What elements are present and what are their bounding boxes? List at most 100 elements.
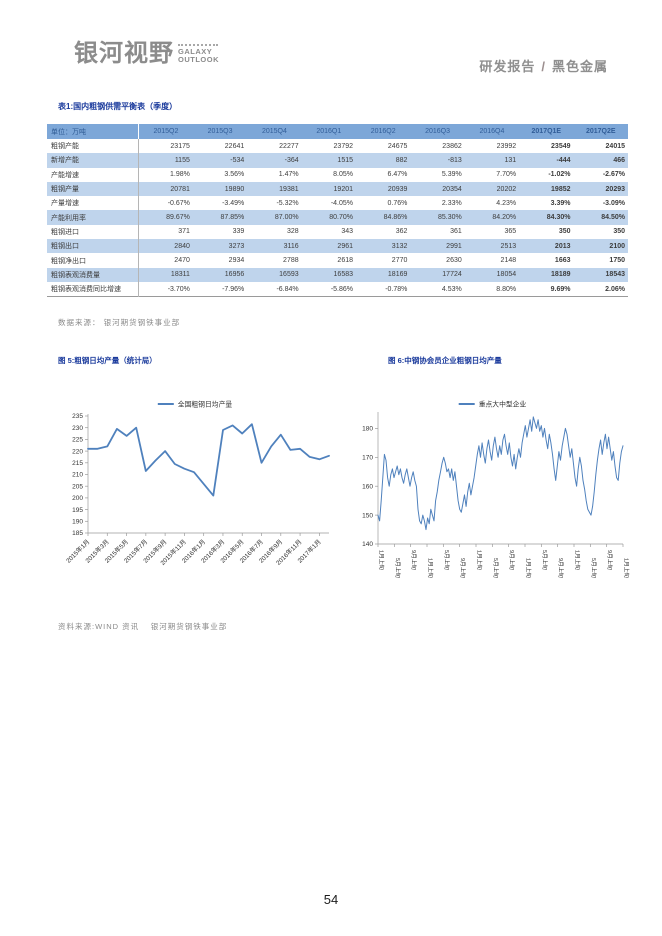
table-cell: 2013	[519, 239, 574, 254]
table-cell: 84.86%	[356, 210, 411, 225]
svg-text:1月上旬: 1月上旬	[525, 558, 533, 578]
table-cell: 23862	[442, 142, 462, 150]
svg-text:5月上旬: 5月上旬	[492, 558, 500, 578]
table-row-label: 产能利用率	[47, 210, 139, 225]
svg-text:1月上旬: 1月上旬	[378, 550, 386, 570]
report-section-label: 黑色金属	[551, 59, 608, 74]
svg-text:1月上旬: 1月上旬	[623, 558, 631, 578]
table-cell: 5.39%	[441, 171, 462, 179]
svg-text:215: 215	[72, 460, 83, 467]
table-cell: -5.86%	[330, 285, 353, 293]
table-cell: 371	[178, 228, 190, 236]
table-cell: 18189	[519, 267, 574, 282]
table-unit-header: 单位：万吨	[47, 124, 139, 139]
svg-text:1月上旬: 1月上旬	[427, 558, 435, 578]
logo-english-line1: GALAXY	[178, 46, 213, 56]
table-cell: -534	[192, 153, 248, 168]
table-cell: 24675	[387, 142, 408, 150]
logo-english-block: GALAXY OUTLOOK	[178, 43, 219, 65]
svg-text:9月上旬: 9月上旬	[459, 558, 467, 578]
table-cell: 8.05%	[333, 171, 353, 179]
table-cell: 19890	[192, 181, 248, 197]
svg-text:全国粗钢日均产量: 全国粗钢日均产量	[178, 400, 233, 409]
table-row-label: 粗钢进口	[47, 224, 139, 240]
svg-text:225: 225	[72, 437, 83, 444]
svg-text:1月上旬: 1月上旬	[574, 550, 582, 570]
table-cell: 0.76%	[387, 199, 408, 207]
svg-text:9月上旬: 9月上旬	[508, 550, 516, 570]
table-row-label: 粗钢表观消费同比增速	[47, 281, 139, 297]
table-cell: 361	[450, 228, 462, 236]
table-cell: 17724	[410, 267, 465, 282]
svg-text:205: 205	[72, 483, 83, 490]
table-row: 粗钢表观消费量 18311 16956 16593 16583 18169 17724 180…	[47, 267, 628, 282]
table-cell: 2618	[337, 257, 353, 265]
table-cell: 4.53%	[441, 285, 462, 293]
table-cell: 16956	[192, 267, 248, 282]
table-cell: 20202	[464, 181, 520, 197]
table-cell: 3.39%	[550, 199, 571, 207]
table-cell: 3.56%	[224, 171, 245, 179]
table-cell: -0.78%	[385, 285, 408, 293]
table-cell: -813	[410, 153, 465, 168]
table-column-header: 2016Q3	[410, 124, 465, 139]
logo-chinese-text: 银河视野	[74, 40, 174, 67]
table-row-label: 产能增速	[47, 167, 139, 182]
crude-steel-daily-output-chart: 1851901952002052102152202252302352015年1月…	[64, 400, 330, 567]
table-row: 产能增速 1.98% 3.56% 1.47% 8.05% 6.47% 5.39% 7.70% -…	[47, 167, 628, 182]
table-cell: -6.84%	[276, 285, 299, 293]
table-cell: 18169	[356, 267, 411, 282]
svg-text:180: 180	[362, 426, 373, 433]
table-cell: 2840	[138, 239, 193, 254]
table-cell: 365	[504, 228, 517, 236]
table-cell: 16593	[247, 267, 302, 282]
table-cell: 20354	[410, 181, 465, 197]
table-cell: 882	[356, 153, 411, 168]
table-row: 粗钢产量 20781 19890 19381 19201 20939 20354 20202 1…	[47, 181, 628, 197]
table-cell: 4.23%	[496, 199, 517, 207]
table-cell: 328	[286, 228, 299, 236]
table-cell: 2991	[410, 239, 465, 254]
table-cell: 2100	[573, 239, 628, 254]
table-cell: 2630	[446, 257, 462, 265]
svg-text:150: 150	[362, 512, 373, 519]
table-cell: 20781	[138, 181, 193, 197]
table-cell: 19201	[301, 181, 356, 197]
table-cell: 20939	[356, 181, 411, 197]
table-cell: 2513	[464, 239, 520, 254]
table-cell: 339	[232, 228, 245, 236]
svg-text:9月上旬: 9月上旬	[606, 550, 614, 570]
table-cell: 1515	[301, 153, 356, 168]
table-cell: 23992	[496, 142, 517, 150]
report-category-header: 研发报告 / 黑色金属	[479, 56, 608, 75]
table-cell: 131	[464, 153, 520, 168]
table-cell: 8.80%	[496, 285, 517, 293]
svg-text:9月上旬: 9月上旬	[557, 558, 565, 578]
table-row: 产能利用率 89.67% 87.85% 87.00% 80.70% 84.86% 85.30…	[47, 210, 628, 225]
galaxy-outlook-logo: 银河视野 GALAXY OUTLOOK	[74, 42, 219, 66]
figure5-title: 图 5:粗钢日均产量（统计局）	[58, 356, 157, 365]
table-row: 粗钢表观消费同比增速 -3.70% -7.96% -6.84% -5.86% -0.78%…	[47, 281, 628, 297]
svg-text:220: 220	[72, 448, 83, 455]
svg-text:160: 160	[362, 483, 373, 490]
table-cell: 350	[558, 228, 571, 236]
cisa-members-daily-output-chart: 140 150 160 170 180 1月上旬 5月上旬 9月上旬 1月上旬 5月上旬 9月上旬 1…	[362, 400, 631, 579]
table-cell: 1.47%	[278, 171, 299, 179]
table-cell: 84.30%	[519, 210, 574, 225]
svg-text:9月上旬: 9月上旬	[410, 550, 418, 570]
table-cell: 24015	[605, 142, 625, 150]
table-row-label: 粗钢产能	[47, 139, 139, 154]
table-cell: 466	[573, 153, 628, 168]
table-cell: 1155	[138, 153, 193, 168]
table-cell: 2148	[500, 257, 517, 265]
table-cell: 350	[613, 228, 625, 236]
table-cell: 18311	[138, 267, 193, 282]
table-cell: 84.50%	[573, 210, 628, 225]
svg-text:170: 170	[362, 455, 373, 462]
svg-text:5月上旬: 5月上旬	[443, 550, 451, 570]
table-cell: 22641	[224, 142, 245, 150]
table-cell: 19381	[247, 181, 302, 197]
table-row-label: 粗钢产量	[47, 181, 139, 197]
table-cell: 23175	[170, 142, 190, 150]
table-cell: 1663	[554, 257, 571, 265]
